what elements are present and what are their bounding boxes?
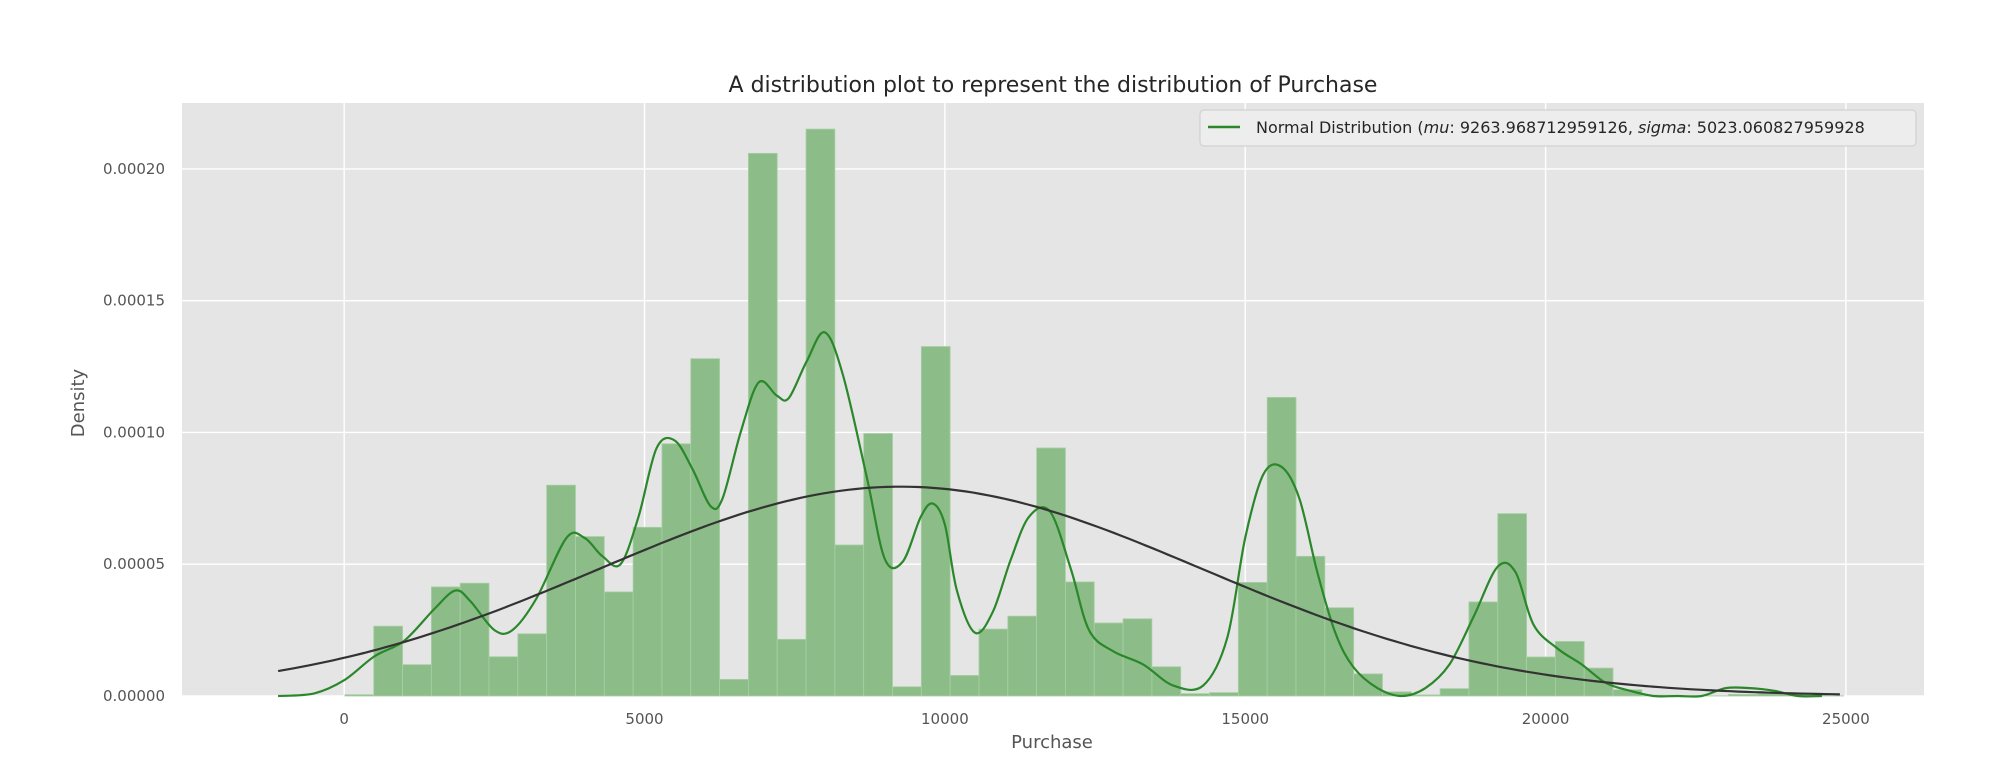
chart-title: A distribution plot to represent the dis… [729, 73, 1378, 98]
x-tick-label-3: 15000 [1221, 710, 1269, 728]
histogram-bar-31 [1237, 582, 1268, 697]
histogram-bar-26 [1093, 622, 1124, 697]
histogram-bar-34 [1324, 607, 1355, 697]
histogram-bar-37 [1410, 694, 1441, 697]
histogram-bar-4 [459, 582, 490, 697]
x-tick-labels: 0 5000 10000 15000 20000 25000 [339, 710, 1869, 728]
histogram-bar-16 [805, 128, 836, 697]
y-tick-labels: 0.00000 0.00005 0.00010 0.00015 0.00020 [103, 160, 165, 705]
histogram-bar-19 [892, 686, 922, 697]
histogram-bar-14 [748, 152, 778, 697]
x-tick-label-1: 5000 [625, 710, 663, 728]
legend-sigma-value: : 5023.060827959928 [1686, 118, 1864, 137]
histogram-bar-9 [603, 591, 634, 697]
legend: Normal Distribution (mu: 9263.9687129591… [1199, 109, 1917, 147]
legend-mu-symbol: mu [1424, 118, 1450, 137]
histogram-bar-8 [575, 536, 605, 697]
x-tick-label-2: 10000 [921, 710, 969, 728]
normal-distribution-curve [277, 485, 1840, 696]
histogram-bar-10 [632, 526, 663, 697]
histogram-bar-17 [834, 544, 865, 697]
x-tick-label-0: 0 [339, 710, 349, 728]
histogram-bar-2 [402, 664, 432, 697]
y-tick-label-1: 0.00005 [103, 555, 165, 573]
histogram-bar-23 [1007, 615, 1038, 697]
histogram-bar-38 [1439, 688, 1470, 697]
histogram-bar-30 [1209, 692, 1239, 697]
histogram-bar-6 [517, 633, 548, 697]
histogram-bar-0 [344, 694, 375, 697]
kde-curve [278, 331, 1822, 698]
y-tick-label-0: 0.00000 [103, 687, 165, 705]
legend-label-prefix: Normal Distribution ( [1256, 118, 1424, 137]
histogram-bar-33 [1295, 555, 1326, 697]
histogram-bar-20 [920, 346, 951, 697]
histogram-bar-7 [546, 484, 576, 697]
legend-sigma-symbol: sigma [1638, 118, 1686, 137]
x-tick-label-4: 20000 [1522, 710, 1570, 728]
legend-label: Normal Distribution (mu: 9263.9687129591… [1256, 118, 1865, 137]
x-axis-label: Purchase [1011, 732, 1093, 753]
histogram-bar-11 [661, 443, 692, 697]
curve-lines [277, 331, 1840, 698]
histogram-bar-40 [1497, 513, 1527, 697]
histogram-bar-5 [488, 656, 519, 697]
y-axis-label: Density [68, 368, 89, 437]
histogram-bar-22 [978, 628, 1009, 697]
histogram-bar-24 [1036, 447, 1066, 697]
histogram-bar-3 [430, 586, 461, 697]
histogram-bar-28 [1151, 666, 1182, 697]
histogram-bars [344, 128, 1845, 697]
histogram-bar-29 [1180, 693, 1210, 697]
histogram-bar-15 [776, 638, 807, 697]
histogram-bar-49 [1756, 693, 1787, 697]
histogram-bar-21 [949, 675, 980, 697]
y-tick-label-3: 0.00015 [103, 292, 165, 310]
histogram-bar-48 [1727, 694, 1758, 697]
legend-box [1199, 109, 1917, 147]
histogram-bar-32 [1266, 396, 1297, 697]
histogram-bar-1 [373, 625, 403, 697]
histogram-bar-13 [719, 678, 749, 697]
legend-mu-value: : 9263.968712959126, [1449, 118, 1638, 137]
y-tick-label-4: 0.00020 [103, 160, 165, 178]
y-tick-label-2: 0.00010 [103, 423, 165, 441]
x-tick-label-5: 25000 [1822, 710, 1870, 728]
histogram-bar-35 [1353, 673, 1383, 697]
